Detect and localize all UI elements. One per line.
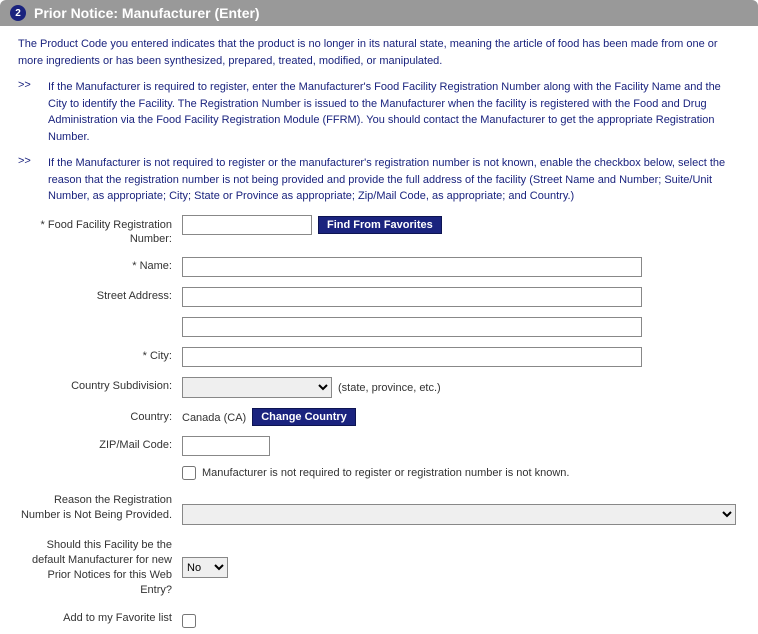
street-address-1-input[interactable] — [182, 287, 642, 307]
label-add-favorite: Add to my Favorite list — [18, 608, 182, 626]
content-area: The Product Code you entered indicates t… — [0, 26, 758, 632]
add-favorite-checkbox[interactable] — [182, 614, 196, 628]
label-reason: Reason the Registration Number is Not Be… — [18, 490, 182, 523]
bullet-marker: >> — [18, 79, 48, 145]
label-street-address: Street Address: — [18, 287, 182, 302]
bullet-text: If the Manufacturer is not required to r… — [48, 155, 740, 205]
bullet-item: >> If the Manufacturer is not required t… — [18, 155, 740, 205]
registration-number-input[interactable] — [182, 215, 312, 235]
find-from-favorites-button[interactable]: Find From Favorites — [318, 216, 442, 234]
reason-select[interactable] — [182, 504, 736, 525]
bullet-marker: >> — [18, 155, 48, 205]
bullet-item: >> If the Manufacturer is required to re… — [18, 79, 740, 145]
country-value: Canada (CA) — [182, 410, 246, 424]
change-country-button[interactable]: Change Country — [252, 408, 356, 426]
not-required-label: Manufacturer is not required to register… — [202, 467, 569, 479]
city-input[interactable] — [182, 347, 642, 367]
section-title: Prior Notice: Manufacturer (Enter) — [34, 5, 260, 21]
zip-input[interactable] — [182, 436, 270, 456]
label-country-subdivision: Country Subdivision: — [18, 377, 182, 392]
label-name: * Name: — [18, 257, 182, 272]
label-zip: ZIP/Mail Code: — [18, 436, 182, 451]
name-input[interactable] — [182, 257, 642, 277]
form-area: * Food Facility Registration Number: Fin… — [18, 215, 740, 628]
default-manufacturer-select[interactable]: No — [182, 557, 228, 578]
not-required-checkbox[interactable] — [182, 466, 196, 480]
label-empty — [18, 466, 182, 469]
intro-text: The Product Code you entered indicates t… — [18, 36, 740, 69]
label-country: Country: — [18, 408, 182, 423]
label-empty — [18, 317, 182, 320]
step-number-badge: 2 — [10, 5, 26, 21]
bullet-text: If the Manufacturer is required to regis… — [48, 79, 740, 145]
section-header: 2 Prior Notice: Manufacturer (Enter) — [0, 0, 758, 26]
label-default-manufacturer: Should this Facility be the default Manu… — [18, 535, 182, 597]
subdivision-hint: (state, province, etc.) — [338, 382, 441, 394]
label-city: * City: — [18, 347, 182, 362]
label-registration-number: * Food Facility Registration Number: — [18, 215, 182, 248]
street-address-2-input[interactable] — [182, 317, 642, 337]
country-subdivision-select[interactable] — [182, 377, 332, 398]
